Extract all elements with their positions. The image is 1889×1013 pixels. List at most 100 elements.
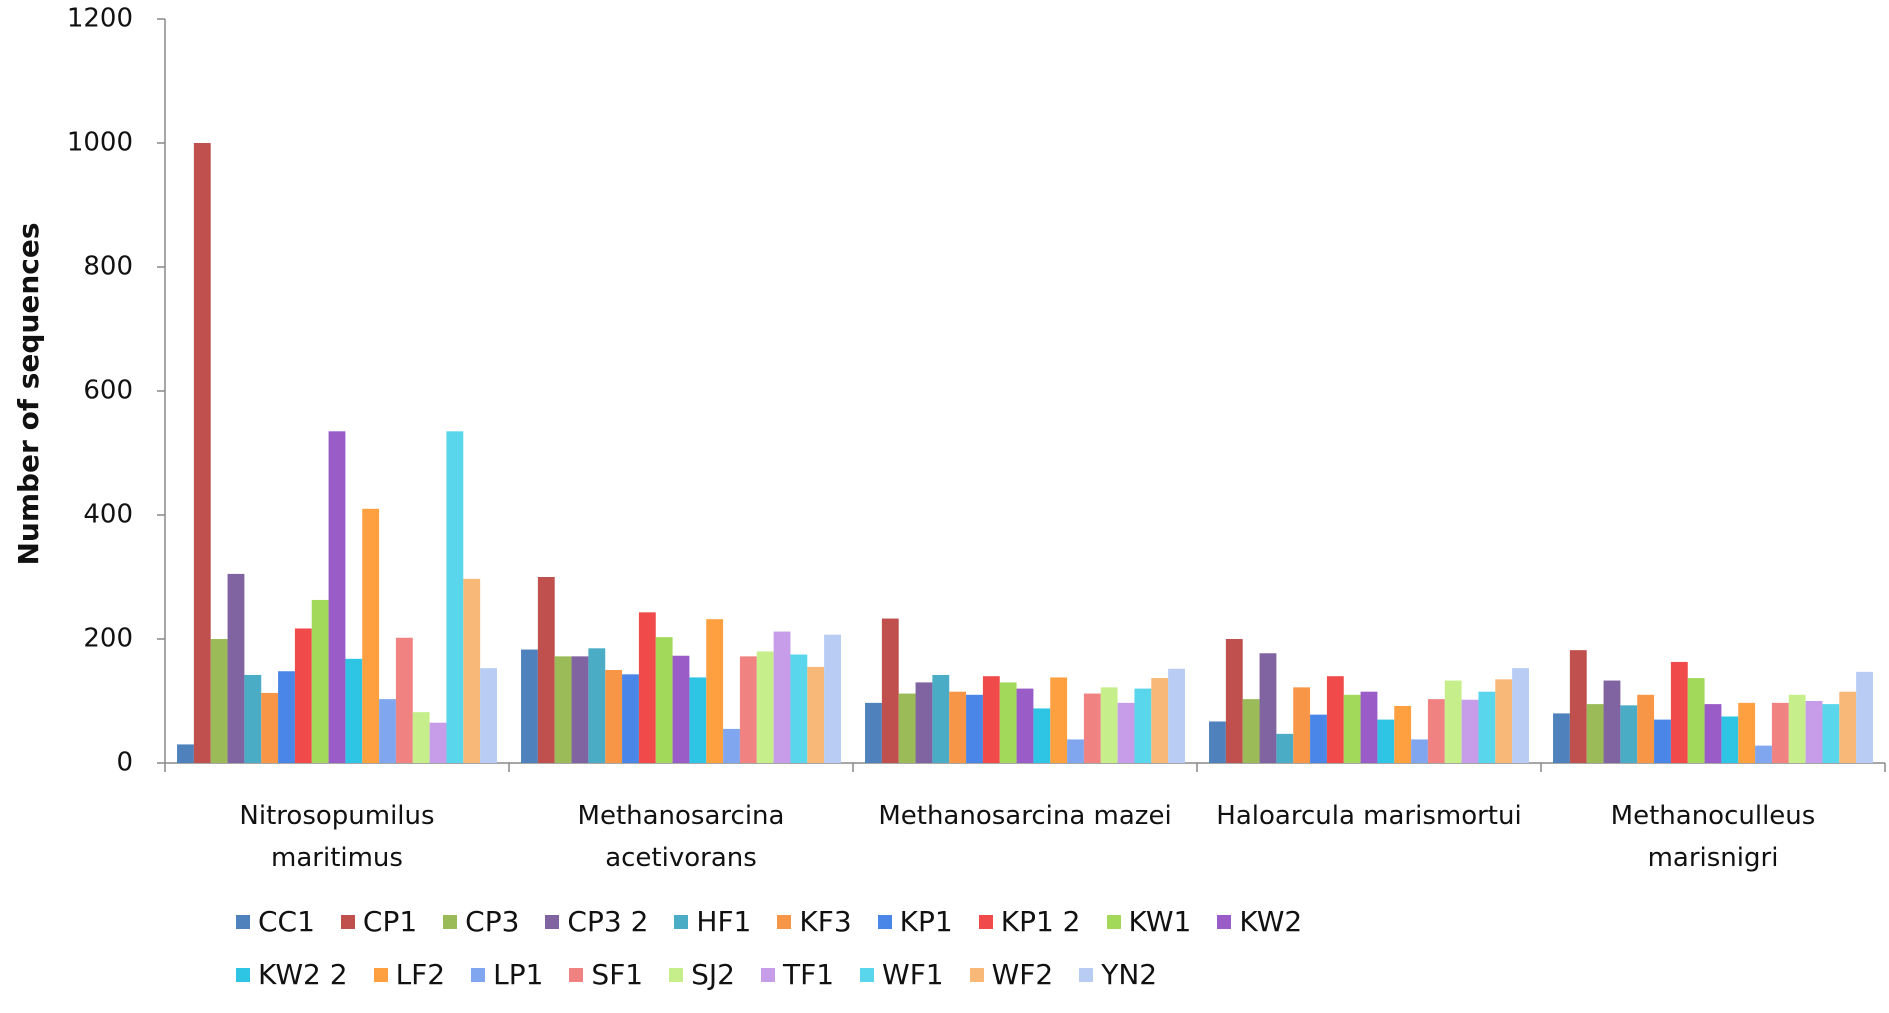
bar xyxy=(412,712,430,763)
bar xyxy=(1168,668,1185,763)
bar xyxy=(807,666,825,763)
legend-item: CP1 xyxy=(340,905,418,938)
legend-swatch xyxy=(1217,914,1232,929)
legend-swatch xyxy=(777,914,792,929)
bar xyxy=(1788,694,1806,763)
legend-label: CC1 xyxy=(258,905,315,938)
bar xyxy=(379,699,396,763)
bar xyxy=(278,671,295,763)
bar xyxy=(915,682,933,763)
legend-swatch xyxy=(373,967,388,982)
bar xyxy=(898,693,916,763)
legend-item: WF1 xyxy=(860,958,944,991)
bar xyxy=(1721,716,1739,763)
bar xyxy=(1067,739,1084,763)
legend-item: KW1 xyxy=(1106,905,1192,938)
bar xyxy=(1100,687,1118,763)
legend-label: WF2 xyxy=(991,958,1054,991)
legend-label: YN2 xyxy=(1101,958,1158,991)
bar xyxy=(261,692,279,763)
bar xyxy=(1310,714,1327,763)
bar xyxy=(773,631,791,763)
bar xyxy=(362,508,380,763)
legend-label: CP3 2 xyxy=(567,905,649,938)
legend-label: LF2 xyxy=(395,958,446,991)
bar xyxy=(672,655,690,763)
x-tick-label: Nitrosopumilus maritimus xyxy=(239,801,435,873)
bar xyxy=(966,694,983,763)
legend-swatch xyxy=(978,914,993,929)
bar xyxy=(244,674,262,763)
x-tick-label: Haloarcula marismortui xyxy=(1216,801,1522,831)
bar xyxy=(824,634,841,763)
bar xyxy=(1394,705,1412,763)
legend-swatch xyxy=(545,914,560,929)
legend-item: CP3 xyxy=(443,905,519,938)
bar xyxy=(756,651,774,763)
bar xyxy=(311,599,329,763)
legend-swatch xyxy=(674,914,689,929)
legend-label: KW1 xyxy=(1128,905,1192,938)
bar xyxy=(655,637,673,763)
bar xyxy=(1637,694,1655,763)
x-tick-label: Methanosarcina mazei xyxy=(878,801,1172,831)
legend-label: WF1 xyxy=(882,958,944,991)
legend-swatch xyxy=(877,914,892,929)
bar xyxy=(790,654,808,763)
bar xyxy=(689,677,707,763)
bar xyxy=(865,702,882,763)
legend-item: KW2 xyxy=(1217,905,1302,938)
bar xyxy=(1670,661,1688,763)
bar xyxy=(1293,687,1311,763)
bar xyxy=(1856,671,1873,763)
bar xyxy=(1016,688,1034,763)
legend-swatch xyxy=(1079,967,1094,982)
bar xyxy=(210,639,228,763)
bar xyxy=(1738,702,1756,763)
bar xyxy=(1360,691,1378,763)
legend-swatch xyxy=(471,967,486,982)
bar xyxy=(1620,705,1638,763)
bar xyxy=(1209,721,1226,763)
legend-label: CP1 xyxy=(362,905,418,938)
bar xyxy=(1822,704,1840,763)
legend: CC1 CP1 CP3 CP3 2 HF1 KF3 KP1 KP1 2 KW1 KW2 KW2 2 L… xyxy=(236,905,1736,991)
bar xyxy=(881,618,899,763)
bar xyxy=(622,674,639,763)
bar xyxy=(932,674,950,763)
legend-item: TF1 xyxy=(760,958,834,991)
bar xyxy=(554,656,572,763)
bar xyxy=(1083,693,1101,763)
y-axis-title: Number of sequences xyxy=(12,222,45,565)
y-tick-label: 400 xyxy=(83,500,133,530)
bar xyxy=(480,668,497,763)
legend-swatch xyxy=(443,914,458,929)
y-tick-label: 200 xyxy=(83,624,133,654)
legend-item: CC1 xyxy=(236,905,315,938)
bar xyxy=(605,670,623,763)
bar xyxy=(521,649,538,763)
legend-item: KP1 xyxy=(877,905,953,938)
bar xyxy=(1553,713,1570,763)
legend-swatch xyxy=(340,914,355,929)
bar xyxy=(446,431,464,763)
bar xyxy=(723,728,740,763)
legend-label: KP1 xyxy=(899,905,953,938)
bar xyxy=(177,744,194,763)
bar xyxy=(1225,639,1243,763)
bar xyxy=(949,691,967,763)
bar xyxy=(1478,691,1496,763)
bar xyxy=(1495,679,1513,763)
bar xyxy=(1805,701,1823,763)
bar xyxy=(1242,699,1260,763)
bar xyxy=(739,656,757,763)
bar xyxy=(1276,733,1294,763)
legend-item: KF3 xyxy=(777,905,852,938)
legend-swatch xyxy=(236,967,250,982)
legend-label: HF1 xyxy=(696,905,752,938)
legend-label: SF1 xyxy=(591,958,644,991)
bar xyxy=(1771,702,1789,763)
legend-item: SF1 xyxy=(569,958,643,991)
